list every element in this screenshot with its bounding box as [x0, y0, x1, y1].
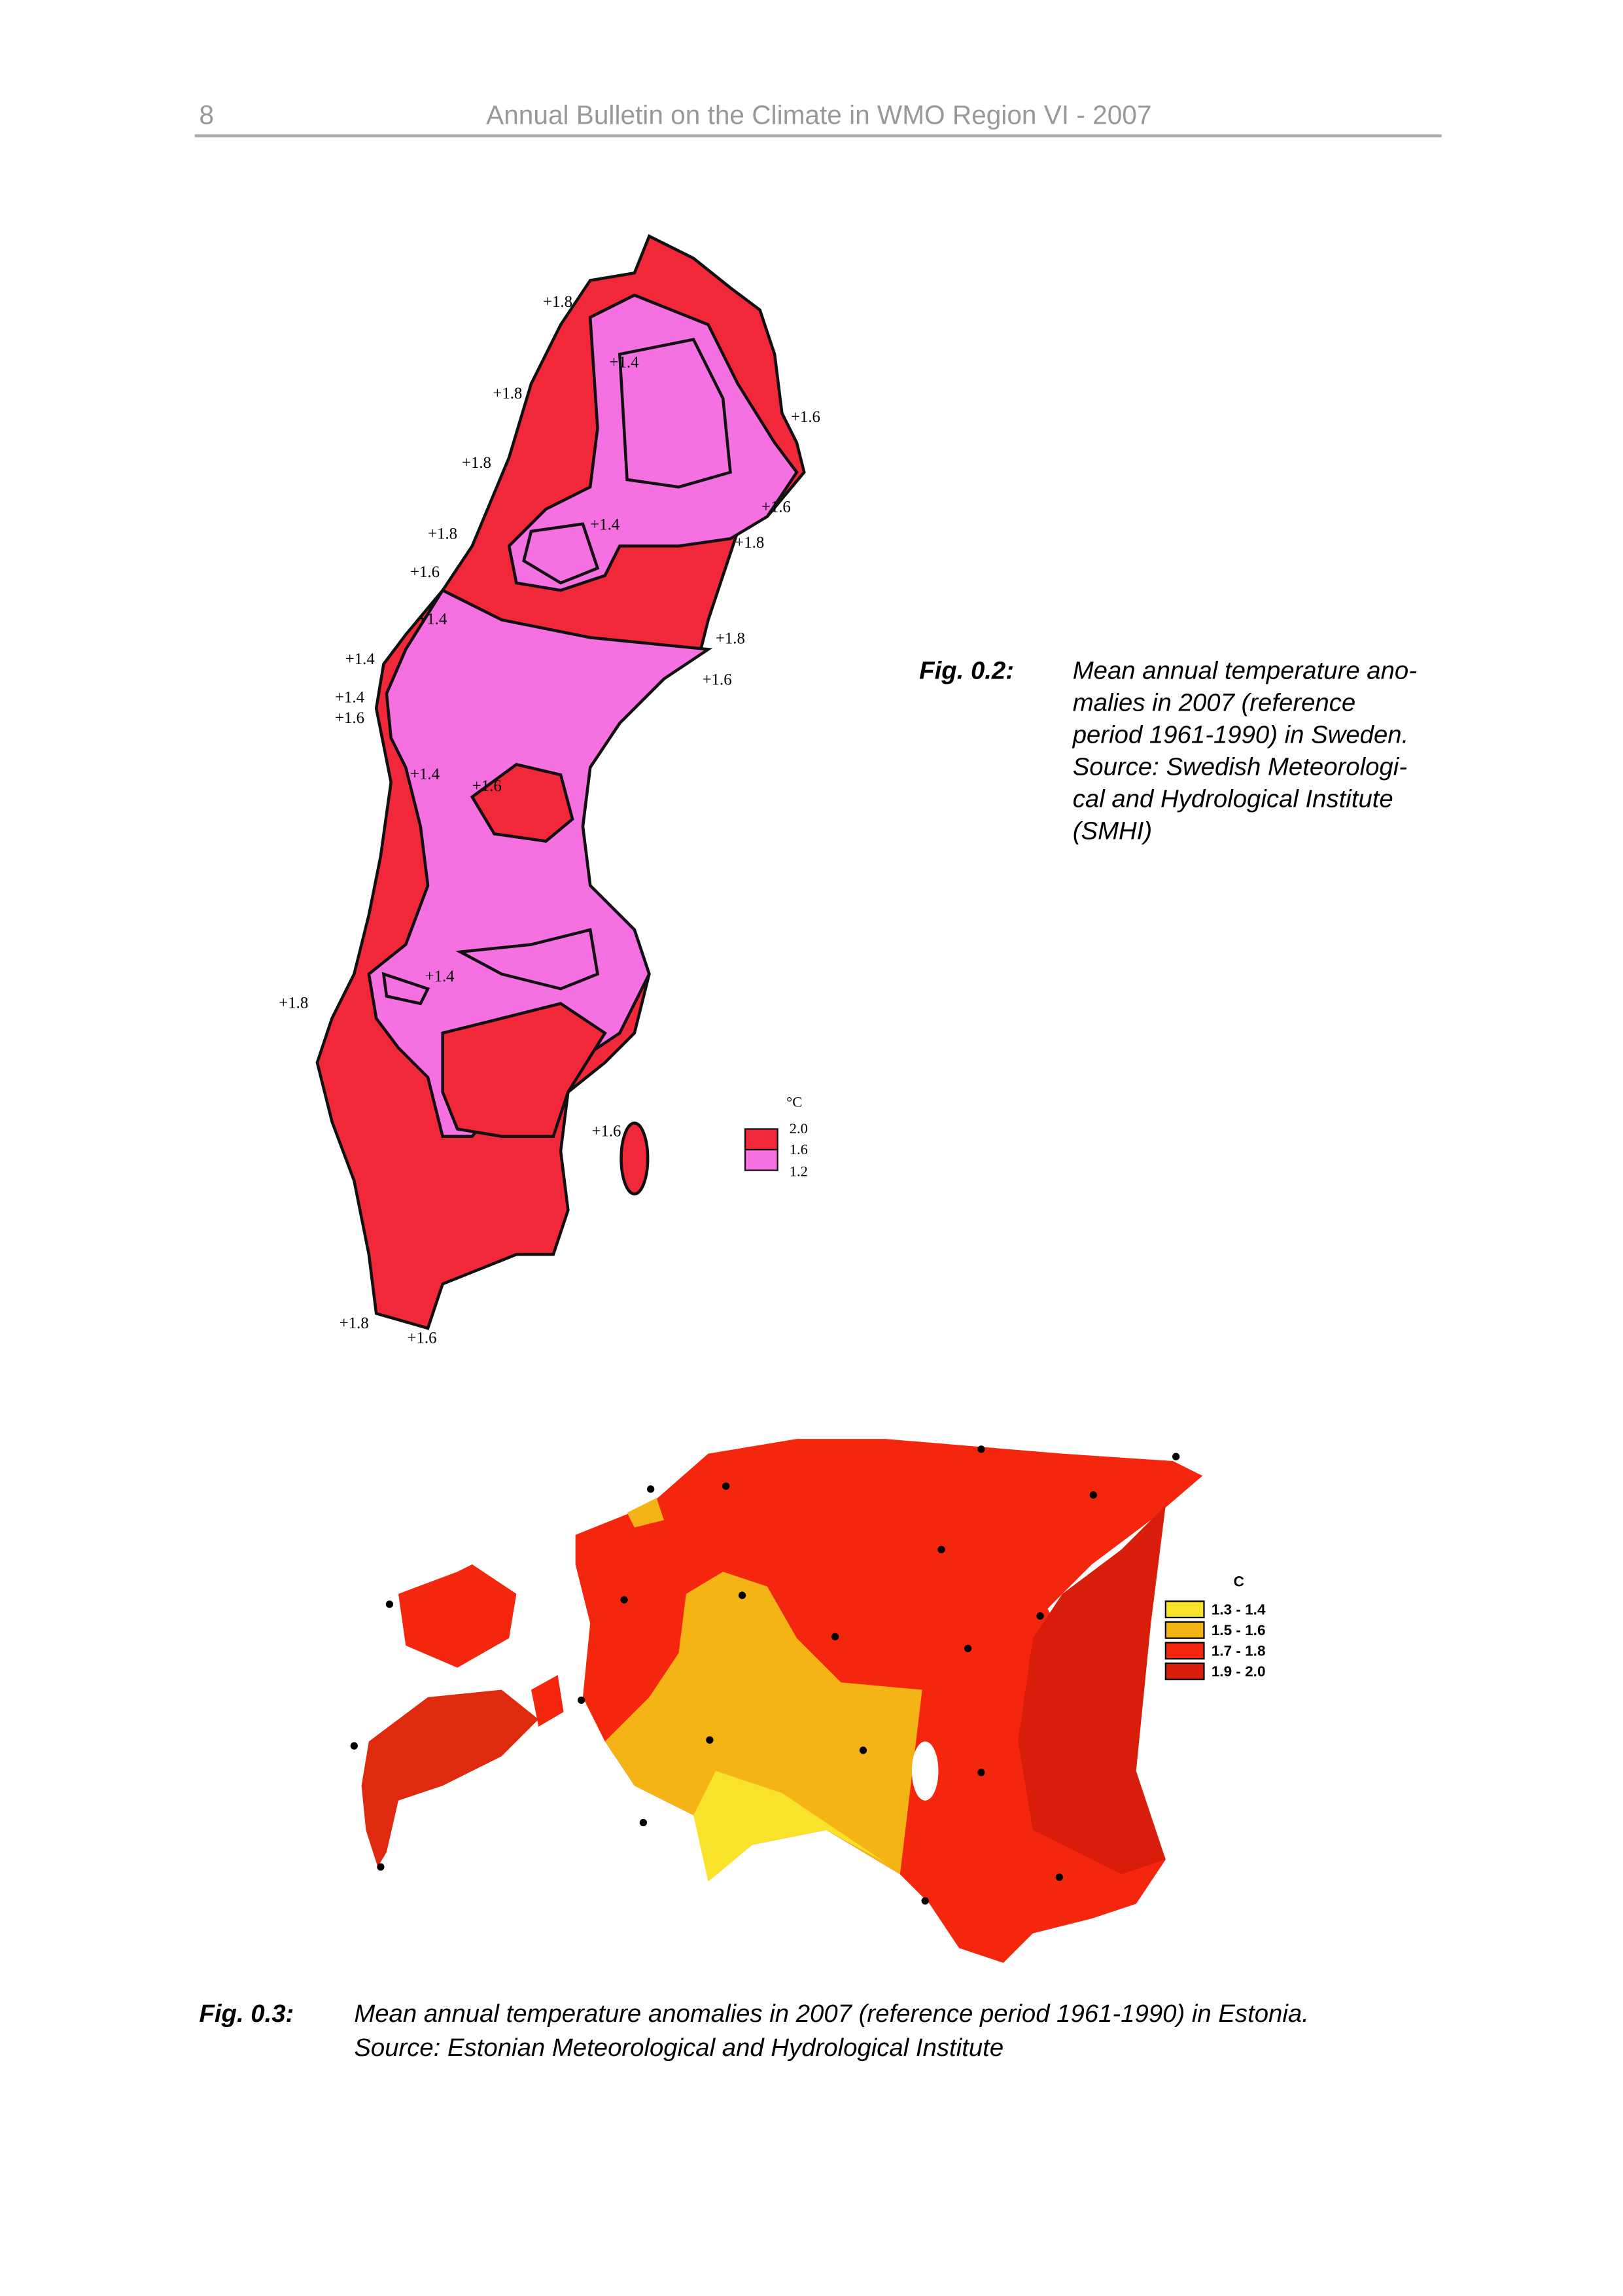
contour-label: +1.6	[335, 709, 364, 727]
legend-swatch	[1164, 1662, 1205, 1680]
estonia-zone	[604, 1572, 922, 1875]
running-title: Annual Bulletin on the Climate in WMO Re…	[486, 99, 1151, 130]
legend-label: 1.6	[790, 1141, 808, 1157]
station	[1172, 1453, 1180, 1460]
island	[627, 1498, 664, 1528]
contour-label: +1.4	[335, 689, 365, 707]
figure-label: Fig. 0.3:	[199, 2000, 294, 2028]
legend-swatch	[744, 1148, 778, 1171]
contour-label: +1.6	[410, 563, 440, 581]
gotland	[620, 1122, 650, 1195]
legend-label: 1.2	[790, 1163, 808, 1180]
estonia-map	[361, 1439, 1203, 1963]
legend-swatch	[1164, 1621, 1205, 1639]
station	[977, 1769, 985, 1776]
station	[1089, 1491, 1097, 1499]
station	[859, 1746, 867, 1754]
saaremaa	[361, 1689, 539, 1867]
legend-label: 1.5 - 1.6	[1212, 1622, 1266, 1638]
caption-line: period 1961-1990) in Sweden.	[1072, 720, 1409, 749]
station	[706, 1736, 714, 1744]
contour-label: +1.6	[791, 408, 820, 426]
station	[647, 1485, 655, 1493]
station	[350, 1742, 358, 1750]
caption-line: (SMHI)	[1073, 817, 1152, 845]
caption-line: malies in 2007 (reference	[1073, 688, 1355, 716]
station	[377, 1863, 385, 1871]
content: 8 Annual Bulletin on the Climate in WMO …	[194, 99, 1442, 2062]
contour-label: +1.8	[279, 995, 308, 1012]
station	[977, 1445, 985, 1453]
caption-line: Mean annual temperature ano-	[1073, 657, 1417, 685]
contour-label: +1.6	[761, 499, 791, 516]
station	[831, 1633, 839, 1640]
station	[937, 1545, 945, 1553]
contour-label: +1.4	[425, 968, 455, 985]
hiiumaa	[398, 1564, 517, 1668]
legend-label: 2.0	[790, 1120, 808, 1137]
contour-label: +1.6	[703, 671, 732, 689]
station	[921, 1897, 929, 1905]
legend-label: 1.3 - 1.4	[1212, 1602, 1266, 1618]
legend-unit: °C	[786, 1094, 802, 1110]
lake	[911, 1741, 939, 1801]
legend-label: 1.9 - 2.0	[1212, 1663, 1266, 1680]
legend-swatch	[744, 1128, 778, 1151]
sweden-zone-high	[441, 1002, 607, 1138]
caption-line: Source: Swedish Meteorologi-	[1073, 752, 1407, 781]
contour-label: +1.4	[610, 354, 640, 372]
legend-unit: C	[1234, 1574, 1244, 1590]
contour-label: +1.8	[493, 385, 522, 402]
estonia-zone	[693, 1771, 886, 1882]
station	[578, 1696, 585, 1704]
page-number: 8	[199, 99, 214, 130]
station	[639, 1818, 648, 1827]
caption-line: Source: Estonian Meteorological and Hydr…	[354, 2034, 1003, 2062]
legend-swatch	[1164, 1642, 1205, 1660]
contour-label: +1.8	[716, 629, 745, 647]
station	[722, 1482, 730, 1490]
contour-label: +1.8	[735, 534, 764, 552]
caption-line: Mean annual temperature anomalies in 200…	[354, 2000, 1309, 2028]
legend-swatch	[1164, 1600, 1205, 1619]
estonia-zone	[1018, 1505, 1166, 1875]
station	[964, 1644, 972, 1653]
contour-label: +1.4	[590, 516, 620, 534]
sweden-map	[315, 234, 806, 1330]
contour-label: +1.4	[345, 650, 375, 668]
contour-label: +1.6	[591, 1123, 621, 1140]
station	[1036, 1612, 1044, 1620]
station	[620, 1596, 628, 1604]
caption-line: cal and Hydrological Institute	[1073, 785, 1393, 813]
station	[385, 1600, 394, 1608]
contour-label: +1.6	[472, 777, 502, 795]
contour-label: +1.8	[462, 454, 491, 472]
contour-line	[381, 338, 732, 1006]
contour-label: +1.8	[340, 1315, 369, 1332]
contour-label: +1.6	[408, 1330, 437, 1347]
contour-label: +1.4	[417, 610, 447, 628]
sweden-zone-low	[507, 293, 799, 592]
figure-label: Fig. 0.2:	[919, 657, 1014, 685]
station	[1055, 1873, 1064, 1881]
contour-label: +1.8	[543, 293, 572, 311]
legend-label: 1.7 - 1.8	[1212, 1643, 1266, 1659]
island	[531, 1674, 564, 1727]
station	[738, 1591, 746, 1599]
sweden-zone-high	[470, 762, 574, 843]
contour-label: +1.8	[428, 525, 457, 542]
contour-label: +1.4	[410, 766, 440, 783]
